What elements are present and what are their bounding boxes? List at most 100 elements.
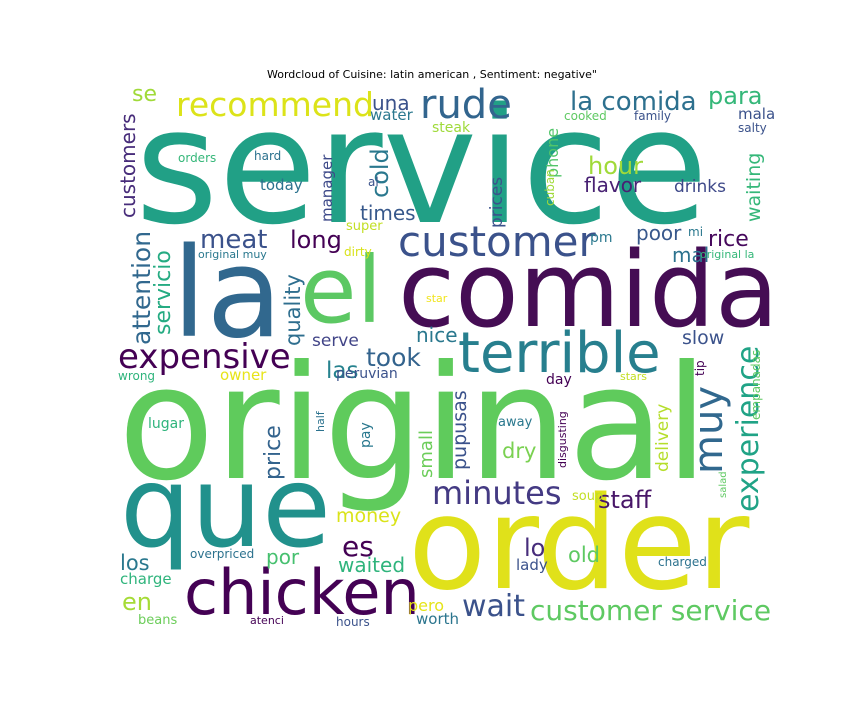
word-quality: quality — [281, 274, 305, 346]
word-day: day — [546, 372, 572, 388]
word-flavor: flavor — [584, 173, 642, 197]
word-slow: slow — [682, 327, 724, 349]
word-las: las — [326, 358, 358, 384]
word-tip: tip — [693, 360, 707, 376]
word-comida: comida — [398, 229, 779, 351]
word-es: es — [342, 530, 374, 563]
word-prices: prices — [487, 177, 507, 228]
word-staff: staff — [598, 486, 652, 514]
word-mal: mal — [672, 243, 709, 267]
word-worth: worth — [416, 610, 459, 628]
word-orders: orders — [178, 151, 216, 165]
word-servicio: servicio — [151, 250, 176, 335]
word-muy: muy — [686, 386, 732, 474]
chart-title: Wordcloud of Cuisine: latin american , S… — [266, 68, 597, 81]
word-away: away — [498, 415, 533, 430]
word-peruvian: peruvian — [336, 366, 398, 382]
word-salad: salad — [718, 471, 729, 498]
word-long: long — [290, 226, 342, 254]
word-customer-service: customer service — [530, 594, 771, 627]
word-cuban: cuban — [543, 169, 557, 206]
word-beans: beans — [138, 613, 177, 628]
word-lady: lady — [516, 556, 548, 574]
word-dry: dry — [502, 439, 536, 463]
word-el: el — [300, 237, 382, 344]
word-mi: mi — [688, 225, 703, 239]
word-wrong: wrong — [118, 369, 155, 383]
word-charge: charge — [120, 570, 172, 588]
word-delivery: delivery — [653, 404, 673, 472]
word-pupusas: pupusas — [449, 390, 471, 470]
word-soup: soup — [572, 489, 603, 504]
word-pero: pero — [408, 596, 444, 615]
word-una: una — [372, 91, 410, 115]
word-expensive: expensive — [118, 337, 291, 377]
word-small: small — [416, 430, 437, 478]
word-chicken: chicken — [184, 556, 420, 629]
word-minutes: minutes — [432, 474, 562, 512]
word-rice: rice — [708, 227, 749, 252]
word-hour: hour — [588, 152, 643, 180]
word-attention: attention — [127, 231, 156, 345]
word-cooked: cooked — [564, 109, 607, 123]
word-owner: owner — [220, 366, 267, 384]
word-lugar: lugar — [148, 416, 184, 432]
word-phone: phone — [543, 128, 562, 178]
word-lo: lo — [524, 534, 545, 562]
word-original: original — [118, 332, 709, 516]
word-money: money — [336, 505, 401, 527]
word-family: family — [634, 109, 671, 123]
word-waited: waited — [338, 553, 405, 577]
word-old: old — [568, 543, 600, 567]
word-waiting: waiting — [743, 153, 765, 222]
word-meat: meat — [200, 225, 267, 255]
word-hours: hours — [336, 615, 370, 629]
word-los: los — [120, 551, 150, 575]
word-al: al — [368, 175, 379, 189]
word-original-muy: original muy — [198, 248, 267, 261]
word-dirty: dirty — [344, 245, 372, 259]
word-wait: wait — [462, 589, 525, 624]
word-poor: poor — [636, 221, 682, 245]
word-drinks: drinks — [674, 177, 726, 197]
word-manager: manager — [318, 154, 336, 222]
word-times: times — [360, 201, 416, 225]
word-serve: serve — [312, 331, 359, 351]
word-water: water — [370, 106, 414, 124]
word-charged: charged — [658, 555, 707, 569]
word-original-la: original la — [700, 248, 754, 261]
word-la: la — [172, 222, 282, 366]
word-steak: steak — [432, 120, 471, 136]
word-que: que — [120, 443, 331, 573]
word-mala: mala — [738, 105, 775, 123]
word-nice: nice — [416, 323, 458, 347]
word-service: service — [135, 73, 708, 260]
word-salty: salty — [738, 121, 767, 135]
word-price: price — [261, 425, 286, 480]
word-para: para — [708, 82, 763, 110]
word-customer: customer — [398, 217, 597, 266]
word-atenci: atenci — [250, 614, 284, 627]
word-hard: hard — [254, 149, 281, 163]
word-recommend: recommend — [176, 85, 374, 124]
word-terrible: terrible — [458, 321, 661, 386]
word-stars: stars — [620, 370, 647, 383]
word-order: order — [408, 470, 750, 619]
word-super: super — [346, 219, 383, 234]
word-experience: experience — [731, 346, 766, 512]
word-overpriced: overpriced — [190, 547, 254, 561]
word-la-comida: la comida — [570, 87, 697, 117]
word-pay: pay — [358, 422, 374, 448]
word-half: half — [314, 410, 327, 432]
word-por: por — [266, 545, 300, 569]
word-star: star — [426, 292, 448, 305]
word-cold: cold — [366, 148, 394, 198]
word-se: se — [132, 82, 157, 107]
word-en: en — [122, 588, 152, 616]
word-empanadas: empanadas — [749, 350, 763, 420]
word-today: today — [260, 176, 303, 194]
word-rude: rude — [420, 82, 512, 128]
word-pm: pm — [590, 230, 613, 246]
word-disgusting: disgusting — [556, 411, 569, 468]
